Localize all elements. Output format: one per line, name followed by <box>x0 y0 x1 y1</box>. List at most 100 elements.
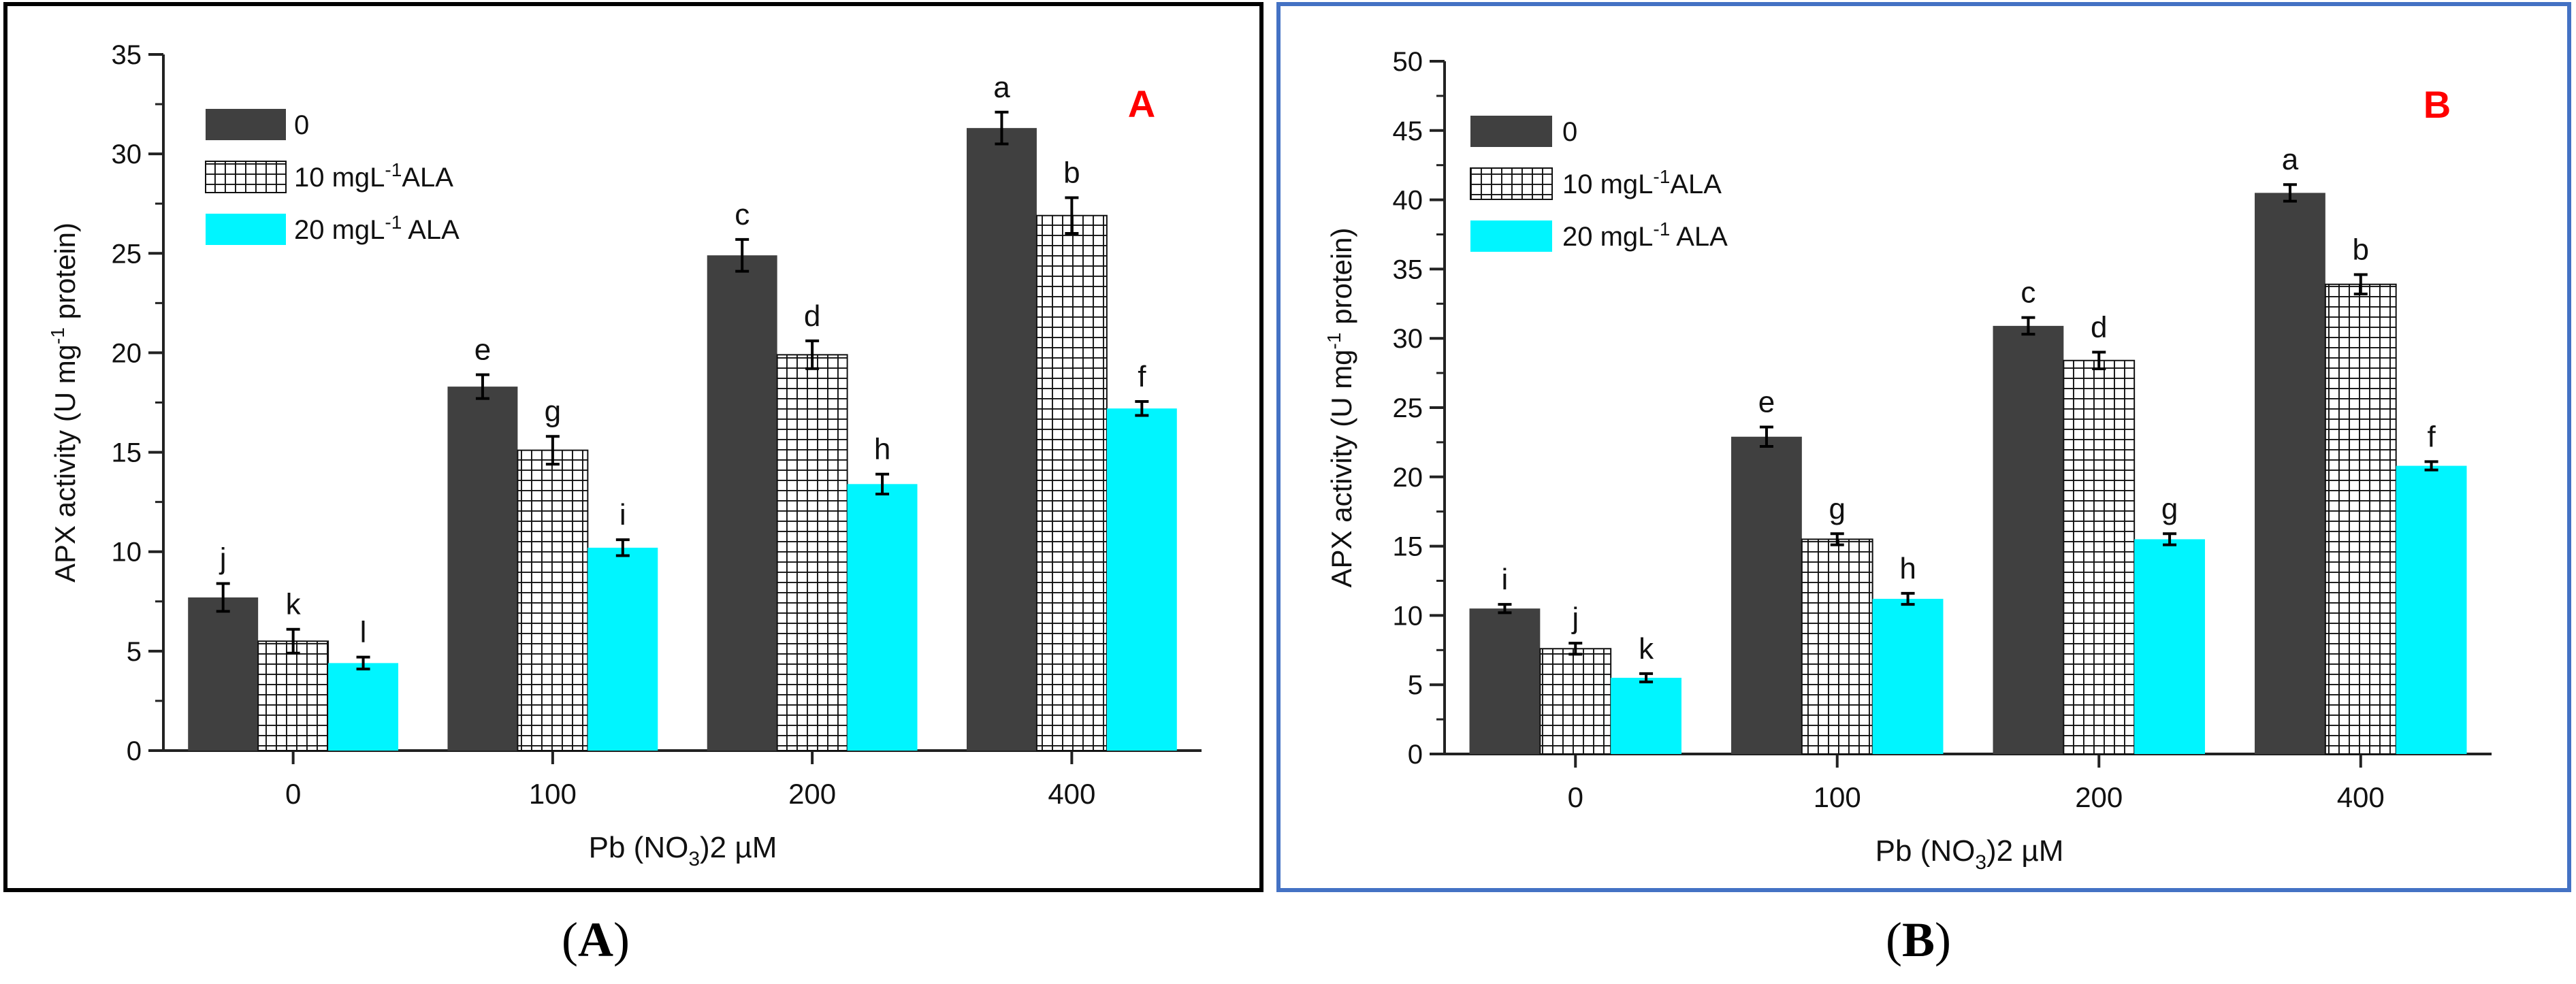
y-tick-label: 5 <box>1408 670 1423 700</box>
legend-label: 20 mgL-1 ALA <box>1562 218 1728 252</box>
bar <box>1801 538 1873 755</box>
significance-letter: g <box>2161 492 2178 525</box>
legend-swatch <box>206 109 286 140</box>
x-tick-label: 200 <box>788 778 836 810</box>
bar <box>517 449 589 751</box>
y-axis-title: APX activity (U mg-1 protein) <box>47 223 81 583</box>
y-tick-label: 35 <box>112 40 142 70</box>
bar <box>847 484 918 751</box>
x-tick-label: 0 <box>285 778 301 810</box>
caption-a: (A) <box>562 913 630 967</box>
bar <box>2063 359 2136 755</box>
bar <box>966 128 1037 751</box>
significance-letter: i <box>619 498 626 531</box>
y-tick-label: 0 <box>127 736 142 766</box>
x-axis-title: Pb (NO3)2 µM <box>1875 834 2064 874</box>
y-tick-label: 15 <box>112 438 142 468</box>
significance-letter: f <box>2427 420 2436 453</box>
legend-label: 0 <box>1562 117 1577 147</box>
y-tick-label: 10 <box>1393 601 1423 631</box>
bar <box>1106 408 1177 751</box>
bar <box>1539 648 1612 755</box>
significance-letter: e <box>474 333 491 367</box>
x-tick-label: 100 <box>529 778 577 810</box>
bar <box>2396 465 2467 754</box>
bar <box>2134 539 2205 754</box>
significance-letter: k <box>286 588 302 621</box>
y-tick-label: 45 <box>1393 116 1423 146</box>
significance-letter: f <box>1138 360 1146 393</box>
bar <box>257 640 329 751</box>
legend-label: 10 mgL-1ALA <box>1562 166 1722 199</box>
significance-letter: b <box>2353 233 2369 267</box>
significance-letter: j <box>219 542 227 575</box>
panel-letter: B <box>2424 83 2451 126</box>
y-tick-label: 35 <box>1393 255 1423 284</box>
legend-swatch <box>1470 167 1553 200</box>
significance-letter: c <box>735 198 750 231</box>
bar <box>1872 598 1944 754</box>
significance-letter: g <box>545 395 561 428</box>
chart-panel-a: 0 5 10 15 20 25 30 35 APX activity (U mg-1 prote… <box>47 40 1202 870</box>
x-tick-label: 400 <box>1048 778 1095 810</box>
significance-letter: b <box>1063 156 1080 189</box>
bar <box>776 354 848 751</box>
bar <box>188 597 259 751</box>
bar <box>1993 325 2064 755</box>
y-tick-label: 30 <box>1393 324 1423 354</box>
y-tick-label: 30 <box>112 140 142 169</box>
bar <box>1611 678 1681 754</box>
bar <box>1731 436 1802 754</box>
panel-letter: A <box>1128 82 1155 125</box>
significance-letter: j <box>1571 602 1579 635</box>
x-tick-label: 200 <box>2075 781 2123 813</box>
bar <box>707 255 777 751</box>
x-tick-label: 100 <box>1814 781 1861 813</box>
significance-letter: a <box>993 71 1010 104</box>
y-tick-label: 40 <box>1393 186 1423 216</box>
panel-b-frame <box>1276 2 2571 892</box>
bar <box>2324 283 2397 755</box>
bar <box>1035 214 1108 752</box>
y-tick-label: 5 <box>127 637 142 667</box>
bar <box>328 663 399 751</box>
legend-label: 10 mgL-1ALA <box>294 159 453 193</box>
bar <box>1469 608 1541 754</box>
significance-letter: a <box>2282 143 2299 176</box>
legend-swatch <box>205 161 287 193</box>
significance-letter: l <box>360 616 367 649</box>
x-axis-title: Pb (NO3)2 µM <box>589 831 777 870</box>
legend-label: 0 <box>294 110 309 140</box>
significance-letter: d <box>804 299 820 333</box>
legend-swatch <box>1470 116 1552 147</box>
x-tick-label: 400 <box>2337 781 2385 813</box>
y-tick-label: 20 <box>112 338 142 368</box>
bar <box>447 387 518 751</box>
y-tick-label: 25 <box>1393 393 1423 423</box>
x-tick-label: 0 <box>1568 781 1583 813</box>
chart-panel-b: 0 5 10 15 20 25 30 35 40 45 50 APX activity (U mg-1… <box>1323 47 2492 874</box>
significance-letter: i <box>1502 563 1509 596</box>
significance-letter: g <box>1829 492 1846 525</box>
significance-letter: e <box>1758 386 1775 419</box>
y-tick-label: 0 <box>1408 740 1423 770</box>
legend-label: 20 mgL-1 ALA <box>294 212 460 245</box>
y-tick-label: 10 <box>112 538 142 568</box>
bar <box>587 547 658 751</box>
significance-letter: h <box>1899 552 1916 585</box>
legend-swatch <box>1470 220 1552 252</box>
significance-letter: c <box>2020 276 2035 310</box>
significance-letter: k <box>1639 632 1654 666</box>
y-tick-label: 20 <box>1393 463 1423 493</box>
y-tick-label: 15 <box>1393 532 1423 562</box>
bar <box>2255 193 2325 754</box>
significance-letter: h <box>874 433 890 466</box>
y-axis-title: APX activity (U mg-1 protein) <box>1323 227 1357 587</box>
y-tick-label: 25 <box>112 239 142 269</box>
y-tick-label: 50 <box>1393 47 1423 77</box>
legend-swatch <box>206 214 286 245</box>
significance-letter: d <box>2091 311 2107 344</box>
caption-b: (B) <box>1886 913 1951 967</box>
panel-a-frame <box>3 2 1263 892</box>
